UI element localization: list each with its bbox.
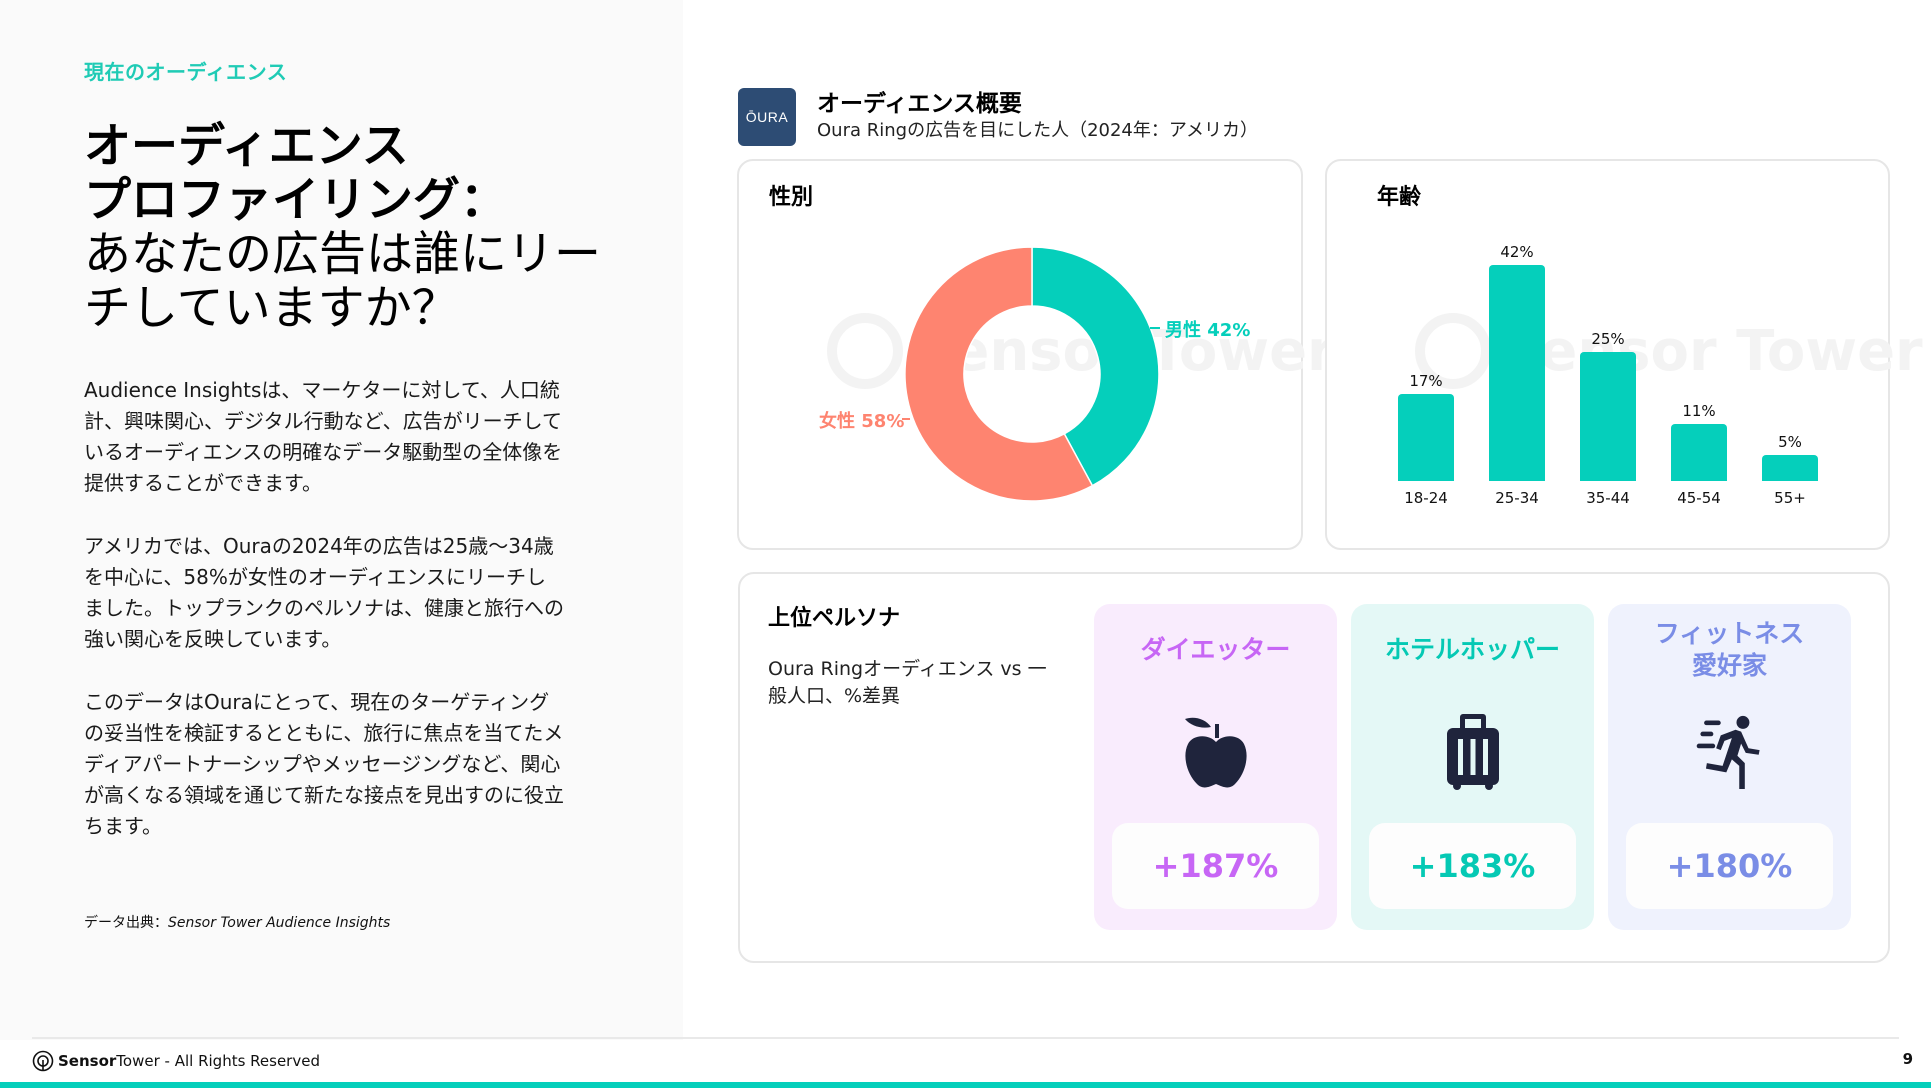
male-label: 男性 42% bbox=[1165, 320, 1251, 341]
female-label: 女性 58% bbox=[819, 411, 905, 432]
age-card: 年齢 Sensor Tower 17% 18-24 42% 25-34 25% 35-44… bbox=[1325, 159, 1923, 550]
page-number: 9 bbox=[1902, 1050, 1913, 1068]
section-eyebrow: 現在のオーディエンス bbox=[84, 60, 288, 84]
overview-header: ŌURA オーディエンス概要 Oura Ringの広告を目にした人（2024年：… bbox=[738, 88, 1258, 146]
age-bar-category: 18-24 bbox=[1404, 489, 1448, 507]
page-title: オーディエンス プロファイリング： あなたの広告は誰にリー チしていますか？ bbox=[84, 120, 644, 336]
persona-name: ホテルホッパー bbox=[1384, 635, 1560, 664]
age-bar-value: 42% bbox=[1500, 243, 1534, 261]
female-segment bbox=[904, 246, 1094, 502]
left-panel bbox=[0, 0, 683, 1040]
source-name: Sensor Tower Audience Insights bbox=[168, 915, 391, 931]
suitcase-icon bbox=[1446, 714, 1499, 790]
oura-logo: ŌURA bbox=[738, 88, 796, 146]
footer-brand-light: Tower bbox=[116, 1052, 160, 1070]
age-bar-category: 35-44 bbox=[1586, 489, 1630, 507]
gender-title: 性別 bbox=[769, 185, 814, 210]
body-paragraph-2: アメリカでは、Ouraの2024年の広告は25歳〜34歳を中心に、58%が女性の… bbox=[84, 534, 564, 651]
sensor-tower-logo-icon bbox=[32, 1050, 54, 1072]
overview-title: オーディエンス概要 bbox=[817, 91, 1022, 117]
persona-name: フィットネス 愛好家 bbox=[1654, 619, 1805, 680]
footer-rights: - All Rights Reserved bbox=[159, 1052, 320, 1070]
title-line-3: あなたの広告は誰にリー bbox=[84, 227, 601, 282]
age-bar-category: 25-34 bbox=[1495, 489, 1539, 507]
bottom-accent-bar bbox=[0, 1082, 1931, 1088]
persona-value: +183% bbox=[1369, 823, 1576, 909]
age-bar bbox=[1489, 265, 1545, 481]
persona-value: +180% bbox=[1626, 823, 1833, 909]
age-bar-category: 55+ bbox=[1774, 489, 1806, 507]
age-bar bbox=[1671, 424, 1727, 481]
age-bar-value: 17% bbox=[1409, 371, 1443, 390]
personas-title: 上位ペルソナ bbox=[768, 606, 901, 631]
male-leader-line bbox=[1150, 327, 1160, 329]
running-person-icon bbox=[1696, 715, 1760, 789]
footer-brand: Sensor Tower - All Rights Reserved bbox=[32, 1050, 320, 1072]
body-paragraph-3: このデータはOuraにとって、現在のターゲティングの妥当性を検証するとともに、旅… bbox=[84, 690, 564, 838]
data-source: データ出典：Sensor Tower Audience Insights bbox=[84, 912, 390, 932]
apple-icon bbox=[1184, 717, 1247, 788]
title-line-2: プロファイリング： bbox=[84, 173, 507, 228]
age-bar-value: 5% bbox=[1778, 433, 1802, 452]
age-bar bbox=[1762, 455, 1818, 481]
age-title: 年齢 bbox=[1377, 185, 1422, 210]
gender-donut-chart bbox=[904, 246, 1160, 502]
personas-subtitle: Oura Ringオーディエンス vs 一般人口、%差異 bbox=[768, 658, 1047, 707]
female-leader-line bbox=[902, 418, 910, 420]
personas-card: 上位ペルソナ Oura Ringオーディエンス vs 一般人口、%差異 ダイエッ… bbox=[738, 572, 1890, 963]
age-bar bbox=[1580, 352, 1636, 481]
footer-brand-bold: Sensor bbox=[58, 1052, 117, 1070]
persona-tile-hotel-hopper: ホテルホッパー +183% bbox=[1351, 604, 1594, 930]
footer-divider bbox=[32, 1037, 1899, 1039]
age-bar-value: 11% bbox=[1682, 402, 1716, 421]
persona-tile-fitness-enthusiast: フィットネス 愛好家 +180% bbox=[1608, 604, 1851, 930]
source-label: データ出典： bbox=[84, 915, 168, 931]
age-bar bbox=[1398, 393, 1454, 481]
overview-subtitle: Oura Ringの広告を目にした人（2024年：アメリカ） bbox=[817, 120, 1258, 141]
persona-value: +187% bbox=[1112, 823, 1319, 909]
title-line-1: オーディエンス bbox=[84, 119, 409, 174]
body-paragraph-1: Audience Insightsは、マーケターに対して、人口統計、興味関心、デ… bbox=[84, 378, 563, 495]
persona-tile-dieter: ダイエッター +187% bbox=[1094, 604, 1337, 930]
title-line-4: チしていますか？ bbox=[84, 281, 459, 336]
male-segment bbox=[1031, 246, 1160, 487]
gender-card: 性別 Sensor Tower 男性 42% 女性 58% bbox=[737, 159, 1335, 550]
age-bar-category: 45-54 bbox=[1677, 489, 1721, 507]
age-bar-value: 25% bbox=[1591, 330, 1625, 349]
persona-name: ダイエッター bbox=[1140, 635, 1291, 664]
